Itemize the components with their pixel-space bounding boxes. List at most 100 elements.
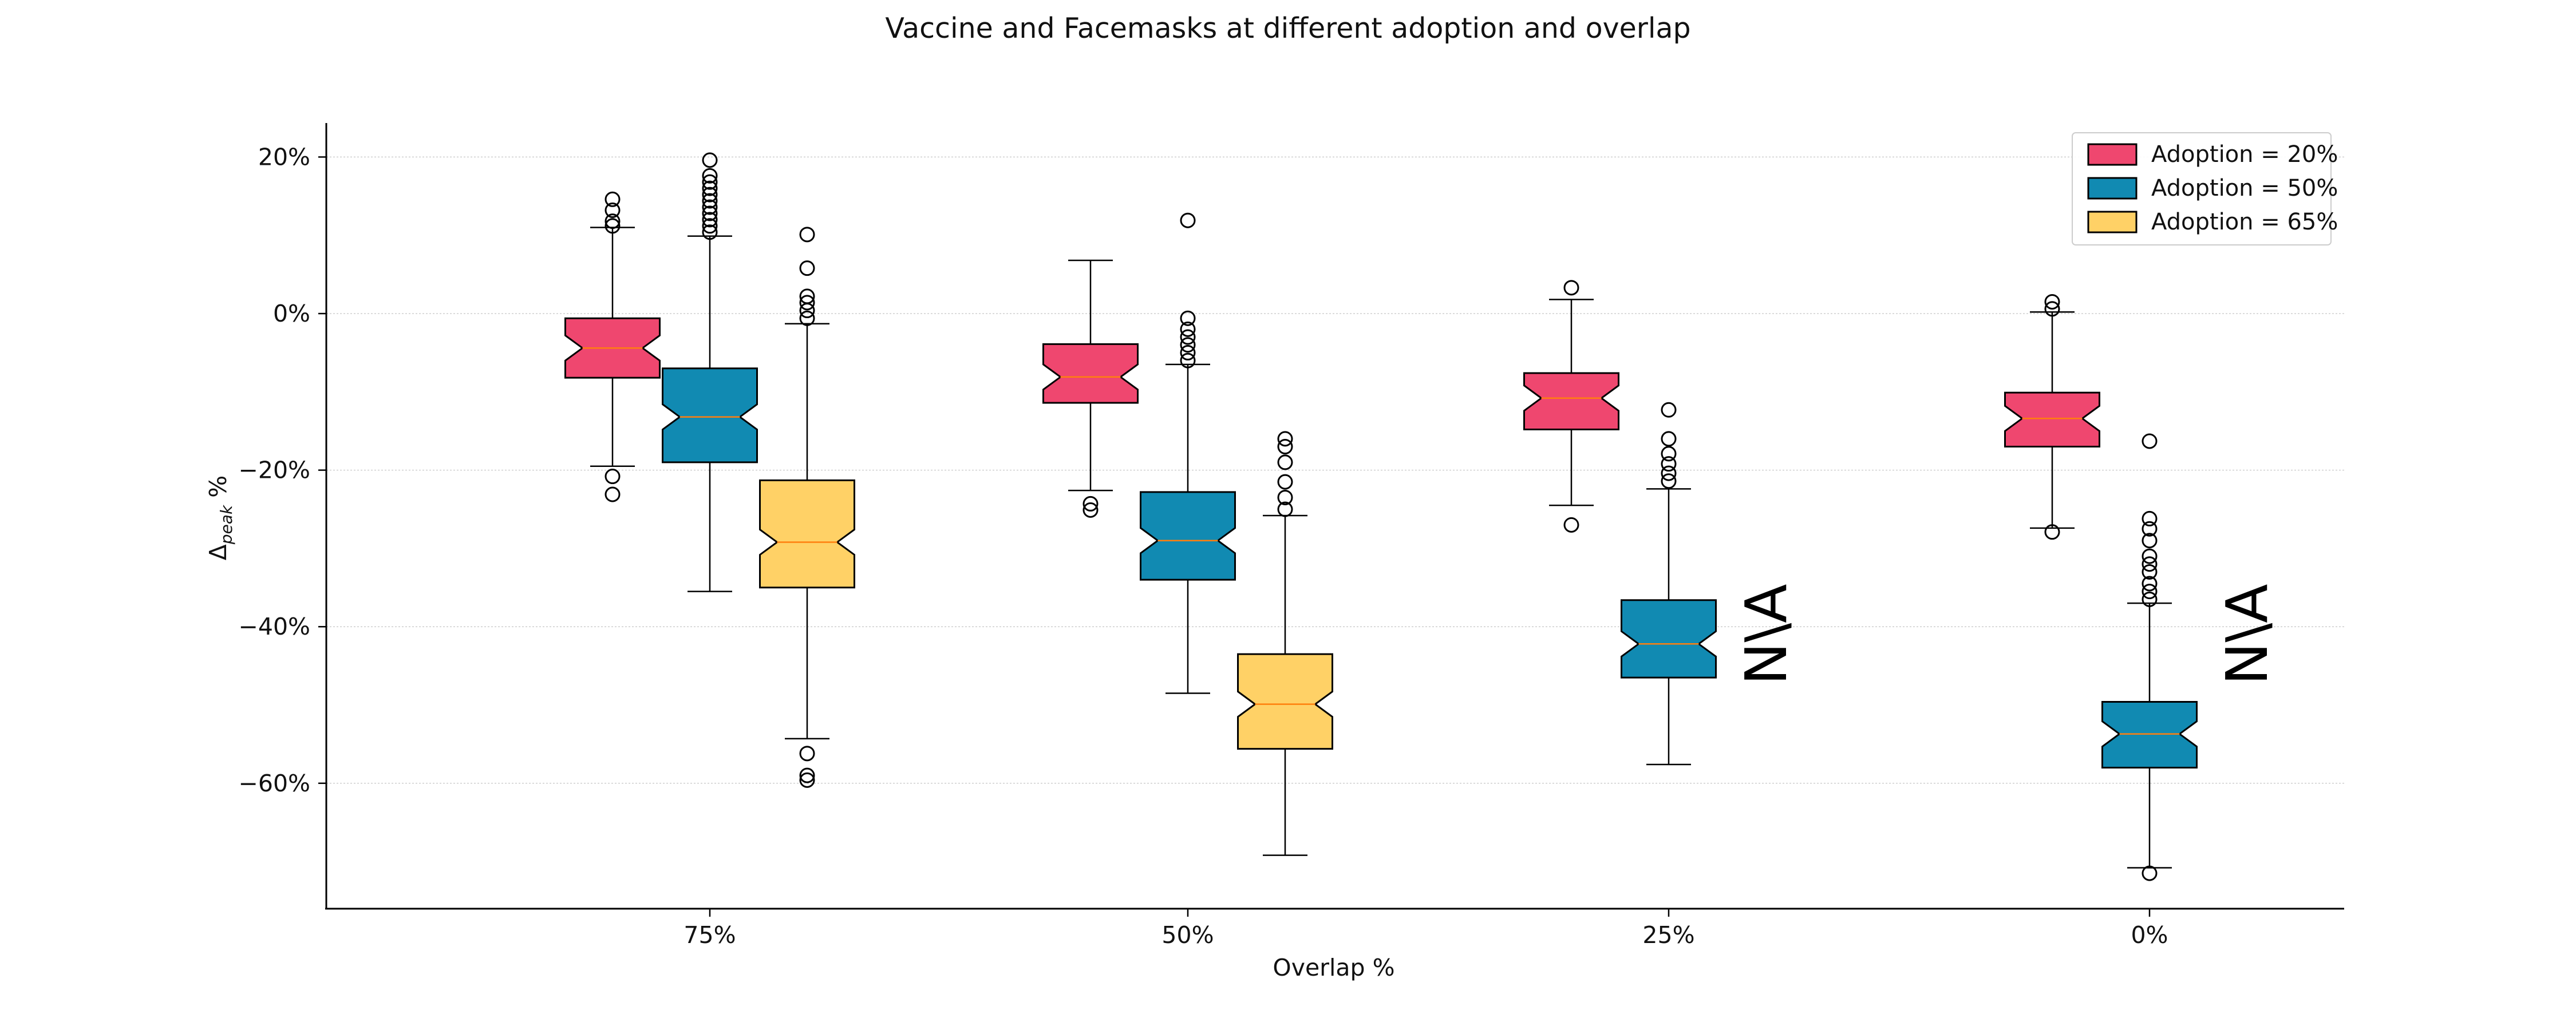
outlier-point bbox=[2142, 576, 2158, 592]
outlier-point bbox=[702, 199, 718, 215]
outlier-point bbox=[1661, 456, 1677, 472]
x-tick-label: 50% bbox=[1161, 921, 1214, 949]
outlier-point bbox=[1180, 337, 1196, 353]
legend-swatch bbox=[2087, 177, 2138, 200]
outlier-point bbox=[1277, 501, 1293, 517]
box-2-3 bbox=[1621, 402, 1717, 766]
box-1-1 bbox=[564, 191, 661, 502]
outlier-point bbox=[1180, 344, 1196, 360]
outlier-point bbox=[605, 213, 621, 229]
box-2-4 bbox=[2101, 433, 2198, 881]
box-body bbox=[1140, 491, 1236, 581]
outlier-point bbox=[702, 224, 718, 240]
outlier-point bbox=[1180, 310, 1196, 326]
box-body bbox=[1523, 372, 1619, 430]
y-tick-label: −60% bbox=[239, 770, 310, 797]
box-body bbox=[2101, 701, 2198, 768]
outlier-point bbox=[1661, 465, 1677, 481]
outlier-point bbox=[605, 202, 621, 218]
outlier-point bbox=[605, 218, 621, 234]
x-tick-label: 25% bbox=[1642, 921, 1694, 949]
outlier-point bbox=[799, 767, 815, 783]
outlier-point bbox=[702, 218, 718, 234]
missing-data-label: N\A bbox=[2214, 584, 2281, 685]
outlier-point bbox=[605, 486, 621, 502]
box-2-2 bbox=[1140, 212, 1236, 694]
box-body bbox=[1237, 653, 1333, 750]
outlier-point bbox=[2142, 564, 2158, 580]
y-ticks: 20% 0% −20% −40% −60% bbox=[239, 143, 326, 797]
outlier-point bbox=[2142, 865, 2158, 881]
outlier-point bbox=[1180, 352, 1196, 369]
box-body bbox=[1621, 599, 1717, 679]
x-axis-label: Overlap % bbox=[1273, 954, 1394, 981]
legend-swatch bbox=[2087, 143, 2138, 166]
outlier-point bbox=[1082, 496, 1099, 512]
outlier-point bbox=[799, 310, 815, 326]
outlier-point bbox=[1277, 474, 1293, 490]
outlier-point bbox=[702, 152, 718, 168]
outlier-point bbox=[2142, 584, 2158, 600]
outlier-point bbox=[1661, 446, 1677, 462]
y-axis-label: Δpeak % bbox=[204, 476, 236, 560]
x-tick-label: 75% bbox=[683, 921, 736, 949]
outlier-point bbox=[2044, 524, 2060, 540]
outlier-point bbox=[702, 180, 718, 196]
legend: Adoption = 20% Adoption = 50% Adoption = 6… bbox=[2072, 132, 2338, 245]
outlier-point bbox=[2044, 294, 2060, 310]
outlier-point bbox=[1563, 517, 1579, 533]
y-tick-label: 20% bbox=[258, 143, 310, 171]
chart-title: Vaccine and Facemasks at different adopt… bbox=[885, 12, 1690, 45]
y-tick-label: −40% bbox=[239, 613, 310, 640]
box-1-3 bbox=[1523, 280, 1619, 533]
y-gridlines bbox=[326, 156, 2344, 784]
outlier-point bbox=[2142, 433, 2158, 449]
x-tick-label: 0% bbox=[2131, 921, 2168, 949]
legend-label: Adoption = 50% bbox=[2151, 175, 2338, 201]
outlier-point bbox=[2142, 548, 2158, 564]
missing-data-label: N\A bbox=[1733, 584, 1800, 685]
outlier-point bbox=[1277, 439, 1293, 455]
boxes-layer: N\A N\A bbox=[564, 152, 2281, 881]
box-3-2 bbox=[1237, 431, 1333, 856]
outlier-point bbox=[702, 174, 718, 190]
outlier-point bbox=[1277, 431, 1293, 447]
outlier-point bbox=[799, 295, 815, 311]
box-body bbox=[1042, 343, 1139, 404]
outlier-point bbox=[1180, 329, 1196, 345]
outlier-point bbox=[1661, 431, 1677, 447]
outlier-point bbox=[702, 205, 718, 221]
box-1-2 bbox=[1042, 259, 1139, 518]
box-2-1 bbox=[662, 152, 758, 592]
legend-label: Adoption = 20% bbox=[2151, 141, 2338, 168]
y-tick-label: 0% bbox=[273, 300, 310, 327]
axes bbox=[325, 123, 2344, 910]
outlier-point bbox=[2142, 510, 2158, 526]
outlier-point bbox=[1277, 454, 1293, 470]
box-3-1 bbox=[759, 227, 855, 788]
outlier-point bbox=[799, 303, 815, 319]
outlier-point bbox=[702, 212, 718, 228]
outlier-point bbox=[1180, 321, 1196, 337]
outlier-point bbox=[799, 288, 815, 304]
box-body bbox=[759, 479, 855, 589]
outlier-point bbox=[2142, 556, 2158, 572]
box-body bbox=[2004, 391, 2100, 448]
y-tick-label: −20% bbox=[239, 457, 310, 484]
outlier-point bbox=[702, 168, 718, 184]
outlier-point bbox=[1661, 473, 1677, 489]
x-ticks: 75% 50% 25% 0% bbox=[683, 909, 2168, 949]
outlier-point bbox=[1180, 212, 1196, 228]
outlier-point bbox=[605, 469, 621, 485]
outlier-point bbox=[1661, 402, 1677, 418]
outlier-point bbox=[799, 260, 815, 276]
legend-swatch bbox=[2087, 211, 2138, 233]
box-1-4 bbox=[2004, 294, 2100, 540]
legend-label: Adoption = 65% bbox=[2151, 209, 2338, 235]
box-body bbox=[662, 367, 758, 464]
outlier-point bbox=[799, 227, 815, 243]
outlier-point bbox=[702, 193, 718, 209]
outlier-point bbox=[702, 187, 718, 203]
outlier-point bbox=[2142, 591, 2158, 607]
